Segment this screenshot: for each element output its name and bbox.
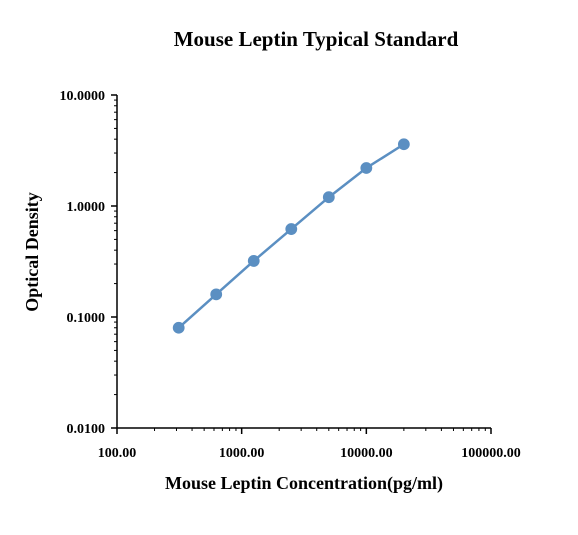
y-tick-label: 1.0000: [67, 200, 106, 215]
y-tick-label: 10.0000: [60, 89, 106, 104]
x-tick-label: 100.00: [98, 446, 137, 461]
x-tick-label: 100000.00: [461, 446, 521, 461]
data-point: [247, 255, 260, 267]
data-point: [322, 191, 335, 204]
data-point: [172, 321, 185, 334]
data-point: [397, 138, 410, 151]
series-layer: [172, 138, 410, 334]
y-tick-label: 0.1000: [67, 311, 106, 326]
x-axis: 100.00 1000.00 10000.00 100000.00: [98, 427, 521, 461]
x-tick-label: 1000.00: [219, 446, 265, 461]
x-axis-label: Mouse Leptin Concentration(pg/ml): [165, 473, 443, 494]
chart-title: Mouse Leptin Typical Standard: [174, 27, 459, 51]
y-axis-label: Optical Density: [22, 192, 42, 312]
data-point: [360, 162, 373, 174]
data-point: [285, 223, 298, 235]
y-tick-label: 0.0100: [67, 422, 106, 437]
x-tick-label: 10000.00: [340, 446, 393, 461]
y-axis: 0.0100 0.1000 1.0000 10.0000: [60, 89, 118, 437]
data-point: [210, 288, 223, 301]
